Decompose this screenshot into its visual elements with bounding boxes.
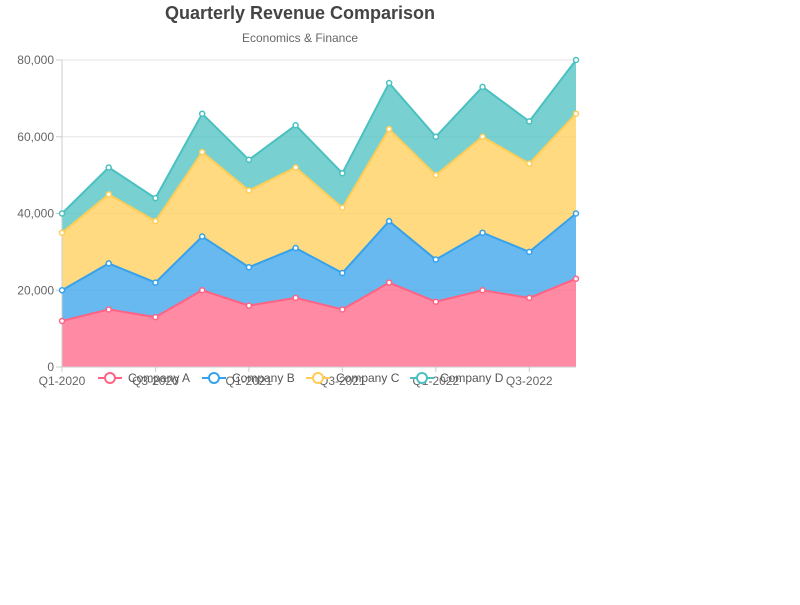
data-point[interactable]: [245, 187, 253, 194]
chart-title: Quarterly Revenue Comparison: [165, 3, 435, 23]
legend-marker-icon: [208, 372, 220, 384]
data-point[interactable]: [479, 83, 486, 91]
data-point[interactable]: [292, 121, 299, 129]
data-point[interactable]: [58, 210, 66, 217]
y-tick-label: 40,000: [17, 207, 54, 221]
legend-marker-icon: [104, 372, 116, 384]
data-point[interactable]: [572, 275, 580, 282]
data-point[interactable]: [105, 191, 112, 198]
legend-item-2[interactable]: Company B: [202, 371, 295, 385]
legend-label: Company B: [232, 371, 295, 385]
data-point[interactable]: [479, 287, 486, 294]
data-point[interactable]: [572, 210, 580, 217]
area-series-3: [62, 113, 576, 291]
data-point[interactable]: [432, 171, 440, 179]
x-tick-label: Q1-2021: [226, 374, 273, 388]
data-point[interactable]: [432, 133, 440, 140]
data-point[interactable]: [385, 125, 393, 133]
data-point[interactable]: [198, 148, 206, 156]
data-points: [58, 56, 580, 325]
data-point[interactable]: [245, 263, 253, 271]
y-tick-label: 20,000: [17, 283, 54, 297]
data-point[interactable]: [58, 317, 66, 325]
data-point[interactable]: [526, 248, 533, 256]
series-line-2: [61, 212, 577, 292]
legend-label: Company C: [336, 371, 400, 385]
data-point[interactable]: [58, 287, 66, 294]
data-point[interactable]: [152, 194, 159, 202]
chart-subtitle: Economics & Finance: [242, 31, 358, 45]
data-point[interactable]: [432, 298, 440, 306]
data-point[interactable]: [152, 279, 159, 286]
legend-item-3[interactable]: Company C: [306, 371, 400, 385]
legend-label: Company D: [440, 371, 504, 385]
legend: Company A Company B Company C Company D: [98, 371, 504, 385]
data-point[interactable]: [339, 269, 346, 277]
data-point[interactable]: [245, 156, 253, 164]
x-tick-label: Q1-2020: [39, 374, 86, 388]
area-series: [62, 60, 576, 367]
data-point[interactable]: [105, 260, 112, 267]
data-point[interactable]: [198, 233, 206, 240]
data-point[interactable]: [198, 110, 206, 117]
data-point[interactable]: [339, 204, 346, 211]
data-point[interactable]: [526, 160, 533, 167]
data-point[interactable]: [385, 279, 393, 286]
series-line-3: [61, 113, 577, 234]
data-point[interactable]: [526, 118, 533, 125]
x-tick-label: Q3-2021: [319, 374, 366, 388]
data-point[interactable]: [479, 229, 486, 236]
data-point[interactable]: [385, 217, 393, 225]
data-point[interactable]: [339, 306, 346, 313]
x-tick-label: Q3-2022: [506, 374, 553, 388]
series-lines: [61, 59, 577, 322]
data-point[interactable]: [385, 79, 393, 87]
area-series-2: [62, 213, 576, 321]
data-point[interactable]: [479, 133, 486, 140]
legend-label: Company A: [128, 371, 190, 385]
x-tick-label: Q3-2020: [132, 374, 179, 388]
data-point[interactable]: [526, 294, 533, 302]
y-tick-label: 60,000: [17, 130, 54, 144]
data-point[interactable]: [152, 313, 159, 321]
data-point[interactable]: [198, 287, 206, 294]
y-tick-label: 0: [47, 360, 54, 374]
data-point[interactable]: [292, 164, 299, 171]
data-point[interactable]: [572, 56, 580, 64]
data-point[interactable]: [339, 169, 346, 177]
legend-item-1[interactable]: Company A: [98, 371, 190, 385]
data-point[interactable]: [105, 164, 112, 171]
series-line-4: [61, 59, 577, 215]
data-point[interactable]: [292, 294, 299, 302]
legend-item-4[interactable]: Company D: [410, 371, 504, 385]
data-point[interactable]: [245, 302, 253, 309]
legend-marker-icon: [312, 372, 324, 384]
data-point[interactable]: [432, 256, 440, 263]
data-point[interactable]: [292, 244, 299, 252]
data-point[interactable]: [105, 306, 112, 313]
data-point[interactable]: [58, 229, 66, 236]
legend-marker-icon: [416, 372, 428, 384]
series-line-1: [61, 277, 577, 322]
y-tick-label: 80,000: [17, 53, 54, 67]
data-point[interactable]: [152, 217, 159, 225]
area-series-1: [62, 278, 576, 367]
data-point[interactable]: [572, 110, 580, 117]
